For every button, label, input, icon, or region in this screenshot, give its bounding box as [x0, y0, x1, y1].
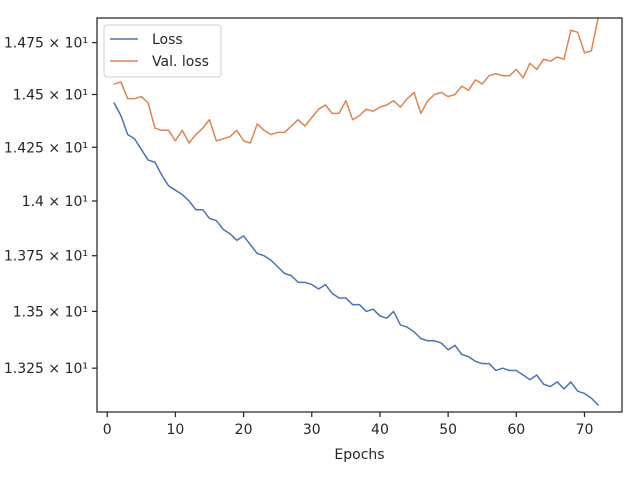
x-tick-label: 10 [166, 422, 184, 438]
legend-label: Val. loss [152, 54, 209, 70]
legend-box [103, 24, 222, 78]
x-tick-label: 50 [439, 422, 457, 438]
x-tick-label: 60 [507, 422, 525, 438]
series-layer [113, 17, 599, 406]
x-tick-label: 40 [371, 422, 389, 438]
y-tick-label: 1.425 × 10¹ [4, 140, 88, 156]
y-tick-label: 1.475 × 10¹ [4, 36, 88, 52]
y-tick-label: 1.375 × 10¹ [4, 249, 88, 265]
x-axis-title: Epochs [334, 447, 384, 463]
legend: Loss Val. loss [103, 24, 222, 78]
y-axis: 1.325 × 10¹ 1.35 × 10¹ 1.375 × 10¹ 1.4 × 10… [4, 36, 97, 377]
y-tick-label: 1.35 × 10¹ [13, 304, 88, 320]
series-line-loss [113, 102, 599, 406]
plot-frame [96, 17, 623, 413]
series-line-val-loss [113, 17, 599, 144]
y-tick-label: 1.325 × 10¹ [4, 361, 88, 377]
x-axis: 0 10 20 30 40 50 60 70 [103, 412, 594, 438]
x-tick-label: 0 [103, 422, 112, 438]
y-tick-label: 1.45 × 10¹ [13, 87, 88, 103]
x-tick-label: 30 [303, 422, 321, 438]
x-tick-label: 20 [235, 422, 253, 438]
legend-label: Loss [152, 32, 183, 48]
plot-area [97, 18, 622, 412]
x-tick-label: 70 [576, 422, 594, 438]
y-tick-label: 1.4 × 10¹ [22, 194, 88, 210]
